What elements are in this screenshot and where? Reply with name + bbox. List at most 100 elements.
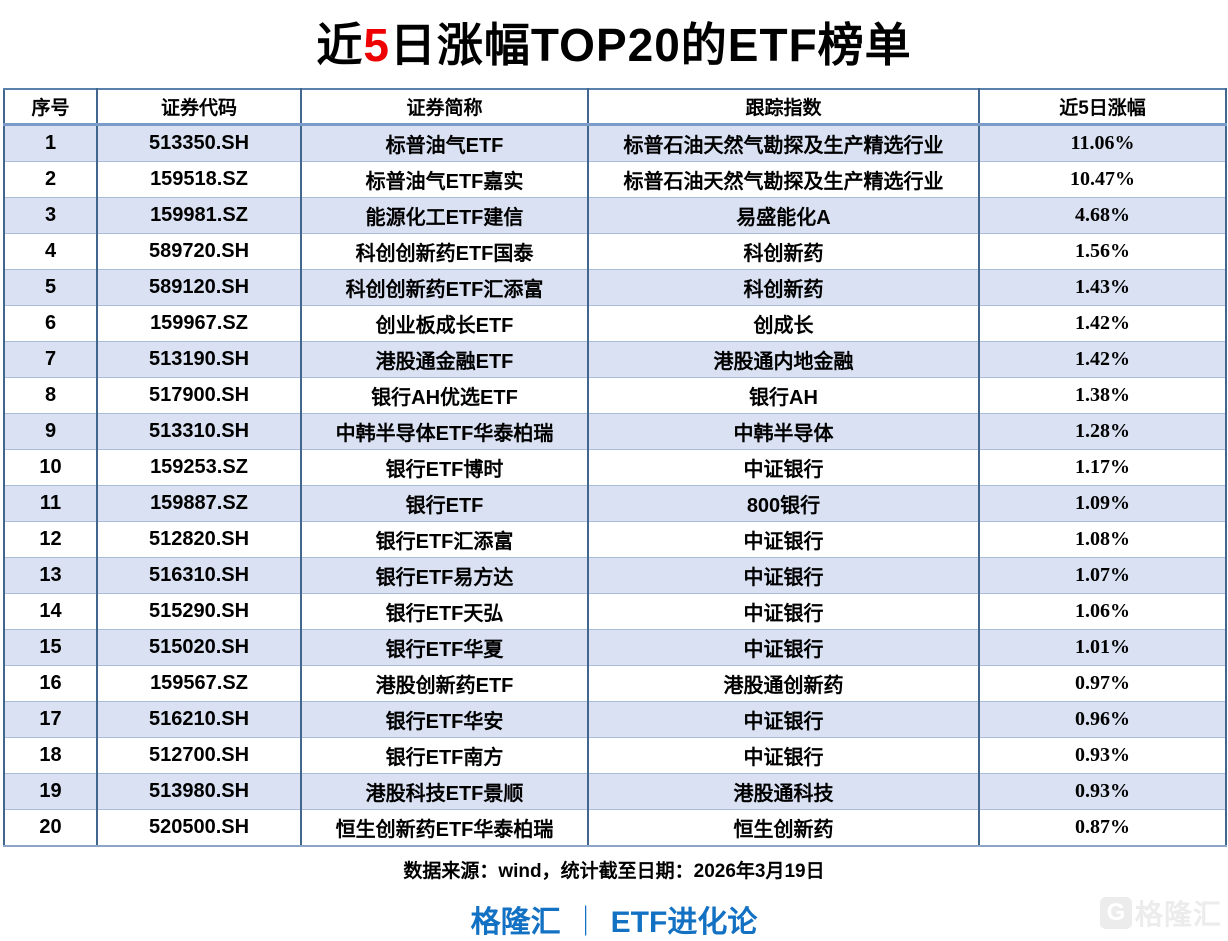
- cell-index: 中证银行: [587, 557, 980, 594]
- cell-change: 1.43%: [978, 269, 1227, 306]
- cell-change: 0.97%: [978, 665, 1227, 702]
- cell-index: 科创新药: [587, 269, 980, 306]
- cell-code: 159981.SZ: [96, 197, 302, 234]
- cell-index: 800银行: [587, 485, 980, 522]
- table-row: 5 589120.SH 科创创新药ETF汇添富 科创新药 1.43%: [3, 269, 1227, 306]
- cell-name: 港股创新药ETF: [300, 665, 589, 702]
- cell-index: 中证银行: [587, 629, 980, 666]
- table-row: 6 159967.SZ 创业板成长ETF 创成长 1.42%: [3, 305, 1227, 342]
- cell-rank: 7: [3, 341, 98, 378]
- cell-rank: 11: [3, 485, 98, 522]
- watermark-text: 格隆汇: [1134, 899, 1222, 930]
- cell-name: 银行ETF华夏: [300, 629, 589, 666]
- cell-change: 0.87%: [978, 809, 1227, 847]
- cell-name: 港股科技ETF景顺: [300, 773, 589, 810]
- cell-code: 159567.SZ: [96, 665, 302, 702]
- cell-index: 中证银行: [587, 701, 980, 738]
- table-row: 3 159981.SZ 能源化工ETF建信 易盛能化A 4.68%: [3, 197, 1227, 234]
- cell-change: 0.93%: [978, 737, 1227, 774]
- cell-name: 银行ETF: [300, 485, 589, 522]
- cell-name: 科创创新药ETF国泰: [300, 233, 589, 270]
- cell-name: 港股通金融ETF: [300, 341, 589, 378]
- cell-name: 银行ETF天弘: [300, 593, 589, 630]
- cell-code: 520500.SH: [96, 809, 302, 847]
- cell-index: 创成长: [587, 305, 980, 342]
- brand-divider: ｜: [570, 906, 601, 939]
- cell-name: 中韩半导体ETF华泰柏瑞: [300, 413, 589, 450]
- table-row: 18 512700.SH 银行ETF南方 中证银行 0.93%: [3, 737, 1227, 774]
- cell-name: 银行ETF汇添富: [300, 521, 589, 558]
- table-row: 12 512820.SH 银行ETF汇添富 中证银行 1.08%: [3, 521, 1227, 558]
- table-row: 7 513190.SH 港股通金融ETF 港股通内地金融 1.42%: [3, 341, 1227, 378]
- cell-index: 中韩半导体: [587, 413, 980, 450]
- cell-change: 1.42%: [978, 341, 1227, 378]
- cell-rank: 20: [3, 809, 98, 847]
- table-header: 序号 证券代码 证券简称 跟踪指数 近5日涨幅: [3, 88, 1227, 126]
- cell-rank: 13: [3, 557, 98, 594]
- cell-rank: 8: [3, 377, 98, 414]
- cell-code: 159518.SZ: [96, 161, 302, 198]
- table-row: 10 159253.SZ 银行ETF博时 中证银行 1.17%: [3, 449, 1227, 486]
- cell-change: 1.01%: [978, 629, 1227, 666]
- cell-name: 创业板成长ETF: [300, 305, 589, 342]
- col-header-name: 证券简称: [300, 88, 589, 126]
- cell-name: 银行ETF易方达: [300, 557, 589, 594]
- col-header-rank: 序号: [3, 88, 98, 126]
- cell-index: 易盛能化A: [587, 197, 980, 234]
- cell-code: 589720.SH: [96, 233, 302, 270]
- table-row: 11 159887.SZ 银行ETF 800银行 1.09%: [3, 485, 1227, 522]
- cell-rank: 19: [3, 773, 98, 810]
- cell-name: 银行ETF博时: [300, 449, 589, 486]
- cell-rank: 3: [3, 197, 98, 234]
- cell-change: 1.08%: [978, 521, 1227, 558]
- cell-index: 中证银行: [587, 449, 980, 486]
- cell-rank: 15: [3, 629, 98, 666]
- cell-rank: 12: [3, 521, 98, 558]
- cell-index: 标普石油天然气勘探及生产精选行业: [587, 161, 980, 198]
- cell-rank: 1: [3, 124, 98, 162]
- cell-change: 1.38%: [978, 377, 1227, 414]
- cell-index: 科创新药: [587, 233, 980, 270]
- title-red-number: 5: [363, 19, 390, 71]
- cell-change: 1.28%: [978, 413, 1227, 450]
- brand-footer: 格隆汇 ｜ ETF进化论: [0, 897, 1228, 941]
- brand-channel: ETF进化论: [610, 906, 758, 939]
- cell-change: 1.06%: [978, 593, 1227, 630]
- cell-index: 中证银行: [587, 737, 980, 774]
- cell-change: 4.68%: [978, 197, 1227, 234]
- cell-code: 512820.SH: [96, 521, 302, 558]
- cell-code: 513980.SH: [96, 773, 302, 810]
- cell-change: 1.17%: [978, 449, 1227, 486]
- cell-index: 港股通创新药: [587, 665, 980, 702]
- col-header-change: 近5日涨幅: [978, 88, 1227, 126]
- table-row: 9 513310.SH 中韩半导体ETF华泰柏瑞 中韩半导体 1.28%: [3, 413, 1227, 450]
- cell-code: 513190.SH: [96, 341, 302, 378]
- table-row: 20 520500.SH 恒生创新药ETF华泰柏瑞 恒生创新药 0.87%: [3, 809, 1227, 847]
- cell-change: 1.07%: [978, 557, 1227, 594]
- cell-change: 0.96%: [978, 701, 1227, 738]
- cell-change: 1.42%: [978, 305, 1227, 342]
- table-row: 15 515020.SH 银行ETF华夏 中证银行 1.01%: [3, 629, 1227, 666]
- cell-code: 513310.SH: [96, 413, 302, 450]
- cell-code: 513350.SH: [96, 124, 302, 162]
- table-row: 19 513980.SH 港股科技ETF景顺 港股通科技 0.93%: [3, 773, 1227, 810]
- cell-name: 银行AH优选ETF: [300, 377, 589, 414]
- cell-code: 517900.SH: [96, 377, 302, 414]
- cell-name: 银行ETF南方: [300, 737, 589, 774]
- table-row: 14 515290.SH 银行ETF天弘 中证银行 1.06%: [3, 593, 1227, 630]
- cell-rank: 17: [3, 701, 98, 738]
- cell-code: 589120.SH: [96, 269, 302, 306]
- cell-code: 516210.SH: [96, 701, 302, 738]
- cell-index: 港股通内地金融: [587, 341, 980, 378]
- table-row: 17 516210.SH 银行ETF华安 中证银行 0.96%: [3, 701, 1227, 738]
- cell-code: 159887.SZ: [96, 485, 302, 522]
- cell-code: 159967.SZ: [96, 305, 302, 342]
- cell-code: 515020.SH: [96, 629, 302, 666]
- gelonghui-logo-icon: G: [1099, 897, 1132, 929]
- cell-name: 能源化工ETF建信: [300, 197, 589, 234]
- cell-name: 标普油气ETF嘉实: [300, 161, 589, 198]
- table-row: 2 159518.SZ 标普油气ETF嘉实 标普石油天然气勘探及生产精选行业 1…: [3, 161, 1227, 198]
- table-body: 1 513350.SH 标普油气ETF 标普石油天然气勘探及生产精选行业 11.…: [3, 124, 1227, 847]
- cell-change: 10.47%: [978, 161, 1227, 198]
